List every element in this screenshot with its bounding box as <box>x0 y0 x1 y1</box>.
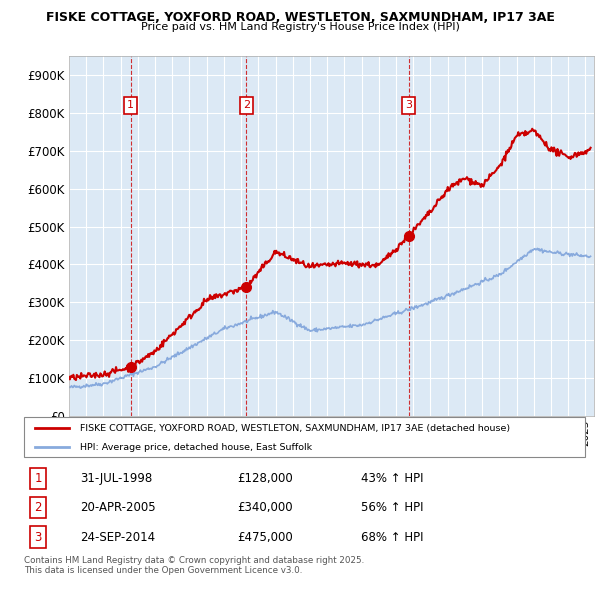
Text: 2: 2 <box>34 502 42 514</box>
Text: 1: 1 <box>127 100 134 110</box>
Text: £340,000: £340,000 <box>237 502 293 514</box>
Text: 1: 1 <box>34 472 42 485</box>
Text: Contains HM Land Registry data © Crown copyright and database right 2025.
This d: Contains HM Land Registry data © Crown c… <box>24 556 364 575</box>
Text: FISKE COTTAGE, YOXFORD ROAD, WESTLETON, SAXMUNDHAM, IP17 3AE (detached house): FISKE COTTAGE, YOXFORD ROAD, WESTLETON, … <box>80 424 510 433</box>
Text: 20-APR-2005: 20-APR-2005 <box>80 502 156 514</box>
Text: £475,000: £475,000 <box>237 530 293 543</box>
Text: 68% ↑ HPI: 68% ↑ HPI <box>361 530 423 543</box>
Text: Price paid vs. HM Land Registry's House Price Index (HPI): Price paid vs. HM Land Registry's House … <box>140 22 460 32</box>
Text: 3: 3 <box>34 530 42 543</box>
Text: 3: 3 <box>405 100 412 110</box>
Text: 56% ↑ HPI: 56% ↑ HPI <box>361 502 423 514</box>
Text: £128,000: £128,000 <box>237 472 293 485</box>
Text: 2: 2 <box>243 100 250 110</box>
Text: 43% ↑ HPI: 43% ↑ HPI <box>361 472 423 485</box>
Text: FISKE COTTAGE, YOXFORD ROAD, WESTLETON, SAXMUNDHAM, IP17 3AE: FISKE COTTAGE, YOXFORD ROAD, WESTLETON, … <box>46 11 554 24</box>
Text: HPI: Average price, detached house, East Suffolk: HPI: Average price, detached house, East… <box>80 442 312 452</box>
Text: 24-SEP-2014: 24-SEP-2014 <box>80 530 155 543</box>
Text: 31-JUL-1998: 31-JUL-1998 <box>80 472 152 485</box>
